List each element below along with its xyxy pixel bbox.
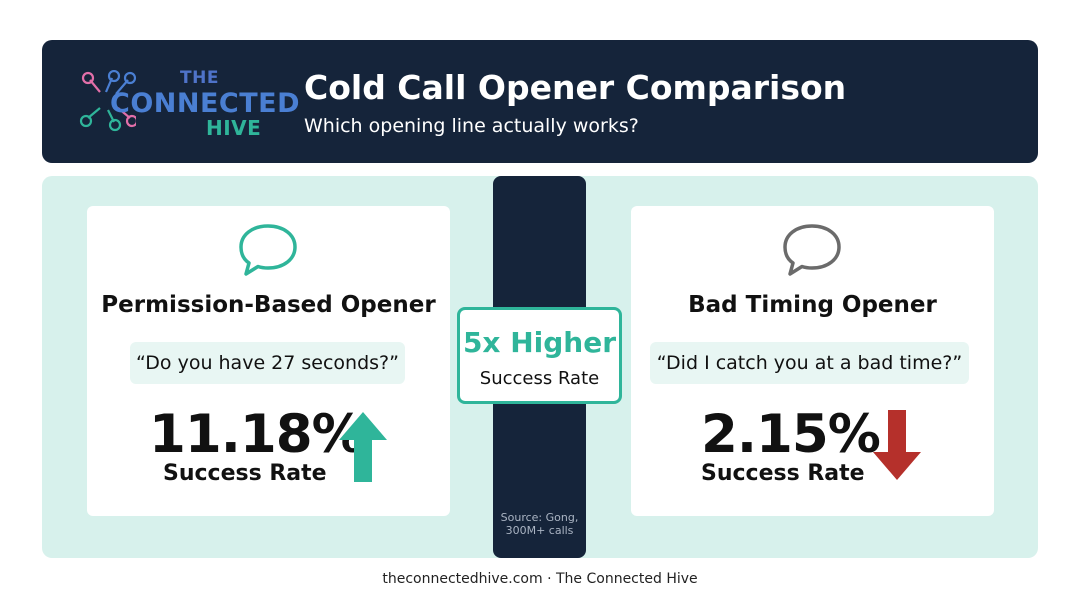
logo-connected: CONNECTED [110, 88, 300, 119]
logo-hive: HIVE [206, 116, 262, 140]
card-title: Permission-Based Opener [101, 292, 436, 318]
page-subtitle: Which opening line actually works? [304, 115, 639, 137]
logo-the: THE [180, 68, 219, 88]
bad-timing-opener-card: Bad Timing Opener “Did I catch you at a … [631, 206, 994, 516]
success-percentage: 2.15% [701, 404, 881, 465]
down-arrow-icon [873, 410, 921, 480]
source-note: Source: Gong, 300M+ calls [500, 511, 579, 537]
page-title: Cold Call Opener Comparison [304, 68, 847, 107]
footer-credit: theconnectedhive.com · The Connected Hiv… [382, 571, 698, 587]
success-rate-label: Success Rate [701, 461, 865, 486]
badge-multiplier: 5x Higher [462, 326, 617, 359]
speech-bubble-icon [783, 224, 841, 276]
card-title: Bad Timing Opener [688, 292, 937, 318]
success-percentage: 11.18% [149, 404, 365, 465]
header-banner: THE CONNECTED HIVE Cold Call Opener Comp… [42, 40, 1038, 163]
speech-bubble-icon [239, 224, 297, 276]
success-rate-label: Success Rate [163, 461, 327, 486]
opener-quote: “Did I catch you at a bad time?” [650, 342, 969, 384]
comparison-badge: 5x Higher Success Rate [457, 307, 622, 404]
permission-opener-card: Permission-Based Opener “Do you have 27 … [87, 206, 450, 516]
up-arrow-icon [339, 412, 387, 482]
badge-caption: Success Rate [479, 368, 600, 389]
opener-quote: “Do you have 27 seconds?” [130, 342, 405, 384]
connected-hive-logo: THE CONNECTED HIVE [68, 66, 300, 140]
network-icon [79, 70, 136, 132]
